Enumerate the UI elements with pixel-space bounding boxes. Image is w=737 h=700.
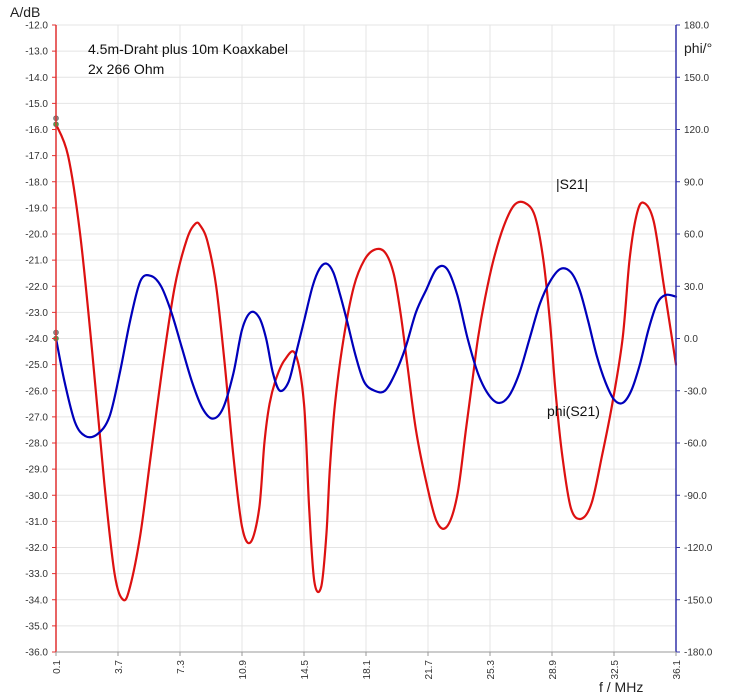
left-tick-label: -22.0	[25, 282, 48, 293]
left-tick-label: -31.0	[25, 517, 48, 528]
grid-layer	[55, 24, 677, 653]
left-tick-label: -30.0	[25, 491, 48, 502]
x-tick-label: 25.3	[486, 660, 497, 680]
right-tick-label: -180.0	[684, 648, 713, 659]
left-tick-label: -18.0	[25, 177, 48, 188]
right-tick-label: 60.0	[684, 230, 704, 241]
annotation-title-line-1: 4.5m-Draht plus 10m Koaxkabel	[88, 41, 288, 57]
right-axis-title: phi/°	[684, 40, 712, 56]
x-tick-label: 28.9	[548, 660, 559, 680]
left-tick-label: -19.0	[25, 203, 48, 214]
right-tick-label: -150.0	[684, 595, 713, 606]
series-label-s21: |S21|	[556, 176, 588, 192]
x-axis-title: f / MHz	[599, 679, 643, 695]
x-tick-label: 21.7	[424, 660, 435, 680]
x-tick-label: 18.1	[362, 660, 373, 680]
right-tick-label: 0.0	[684, 334, 698, 345]
x-tick-label: 7.3	[176, 660, 187, 674]
left-tick-label: -33.0	[25, 569, 48, 580]
right-tick-label: -120.0	[684, 543, 713, 554]
x-tick-label: 0.1	[52, 660, 63, 674]
left-tick-label: -15.0	[25, 99, 48, 110]
right-tick-label: 30.0	[684, 282, 704, 293]
left-tick-label: -28.0	[25, 439, 48, 450]
right-tick-label: 120.0	[684, 125, 709, 136]
left-tick-label: -24.0	[25, 334, 48, 345]
x-tick-label: 32.5	[610, 660, 621, 680]
tick-layer: -12.0 -13.0 -14.0 -15.0 -16.0 -17.0 -18.0 -19.0…	[25, 21, 713, 680]
left-tick-label: -34.0	[25, 595, 48, 606]
left-tick-label: -26.0	[25, 386, 48, 397]
x-tick-label: 14.5	[300, 660, 311, 680]
series-line-phi-s21	[54, 262, 678, 439]
left-tick-label: -29.0	[25, 465, 48, 476]
left-tick-label: -35.0	[25, 621, 48, 632]
right-tick-label: 150.0	[684, 73, 709, 84]
left-tick-label: -17.0	[25, 151, 48, 162]
left-tick-label: -32.0	[25, 543, 48, 554]
series-label-phi: phi(S21)	[547, 403, 600, 419]
left-tick-label: -27.0	[25, 412, 48, 423]
left-axis-title: A/dB	[10, 4, 40, 20]
right-tick-label: -90.0	[684, 491, 707, 502]
left-tick-label: -20.0	[25, 230, 48, 241]
left-tick-label: -25.0	[25, 360, 48, 371]
left-tick-label: -36.0	[25, 648, 48, 659]
right-tick-label: -60.0	[684, 439, 707, 450]
left-tick-label: -13.0	[25, 47, 48, 58]
left-tick-label: -21.0	[25, 256, 48, 267]
left-tick-label: -16.0	[25, 125, 48, 136]
x-tick-label: 36.1	[672, 660, 683, 680]
x-tick-label: 3.7	[114, 660, 125, 674]
label-layer: A/dB phi/° f / MHz 4.5m-Draht plus 10m K…	[10, 4, 712, 695]
left-tick-label: -14.0	[25, 73, 48, 84]
right-tick-label: 180.0	[684, 21, 709, 32]
x-tick-label: 10.9	[238, 660, 249, 680]
right-tick-label: -30.0	[684, 386, 707, 397]
series-line-s21-magnitude	[54, 123, 678, 602]
left-tick-label: -23.0	[25, 308, 48, 319]
annotation-title-line-2: 2x 266 Ohm	[88, 61, 164, 77]
left-tick-label: -12.0	[25, 21, 48, 32]
right-tick-label: 90.0	[684, 177, 704, 188]
